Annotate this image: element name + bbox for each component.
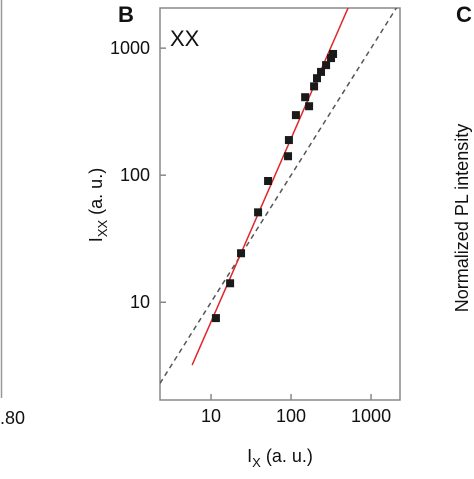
annotation: XX [170, 26, 200, 51]
prev-panel-tick: .80 [0, 408, 25, 428]
y-axis-label: IXX (a. u.) [86, 168, 110, 242]
x-label-rest: (a. u.) [261, 446, 313, 466]
data-point [310, 82, 319, 91]
y-tick-label: 1000 [110, 38, 150, 58]
data-point [254, 208, 263, 217]
y-tick-label: 100 [120, 165, 150, 185]
data-point [237, 249, 246, 258]
reference-line [160, 8, 398, 384]
panel-label: C [456, 2, 472, 27]
y-tick-label: 10 [130, 292, 150, 312]
y-label-rest: (a. u.) [86, 168, 106, 220]
data-point [317, 67, 326, 76]
x-axis-label: IX (a. u.) [247, 446, 313, 470]
data-point [226, 279, 235, 288]
plot-frame [159, 7, 401, 401]
data-point [329, 49, 338, 58]
data-point [301, 93, 310, 102]
data-point [284, 136, 293, 145]
x-tick-label: 10 [201, 406, 221, 426]
x-tick-label: 1000 [351, 406, 391, 426]
data-point [211, 314, 220, 323]
panel-label: B [118, 2, 134, 27]
data-point [291, 111, 300, 120]
data-point [313, 74, 322, 83]
y-label-sub: XX [95, 220, 110, 238]
x-label-main: I [247, 446, 252, 466]
x-tick-label: 100 [276, 406, 306, 426]
y-label-main: I [86, 237, 106, 242]
data-point [264, 177, 273, 186]
data-point [322, 61, 331, 70]
data-point [327, 54, 336, 63]
x-label-sub: X [252, 455, 261, 470]
data-point [305, 102, 314, 111]
data-point [284, 152, 293, 161]
next-panel-ylabel: Normalized PL intensity [452, 124, 472, 312]
